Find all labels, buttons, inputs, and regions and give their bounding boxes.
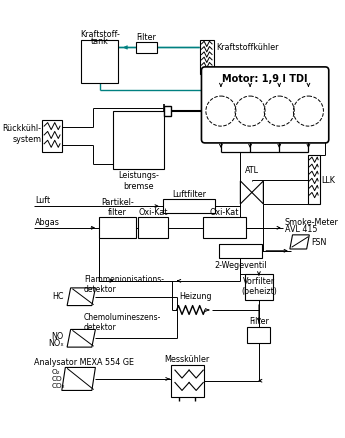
Bar [170, 365, 204, 397]
Text: LLK: LLK [322, 176, 336, 185]
Text: NO: NO [51, 332, 63, 340]
Bar [81, 41, 118, 84]
Text: Motor: 1,9 l TDI: Motor: 1,9 l TDI [223, 74, 308, 84]
Text: CO₂: CO₂ [51, 383, 65, 389]
Bar [247, 327, 270, 343]
Text: tank: tank [91, 37, 109, 46]
Text: O₂: O₂ [51, 368, 60, 374]
Text: Vorfilter
(beheizt): Vorfilter (beheizt) [241, 276, 277, 295]
Text: Filter: Filter [249, 316, 269, 325]
Bar [245, 274, 273, 300]
Text: AVL 415: AVL 415 [285, 225, 317, 234]
FancyBboxPatch shape [201, 68, 329, 144]
Text: Analysator MEXA 554 GE: Analysator MEXA 554 GE [33, 357, 134, 366]
Bar [138, 218, 168, 239]
Text: Partikel-
filter: Partikel- filter [101, 198, 134, 217]
Text: Oxi-Kat: Oxi-Kat [210, 208, 239, 217]
Text: Chemolumineszens-
detektor: Chemolumineszens- detektor [84, 312, 161, 332]
Text: HC: HC [52, 292, 63, 300]
Bar [164, 106, 171, 117]
Text: Flammenionisations-
detektor: Flammenionisations- detektor [84, 274, 164, 293]
Bar [136, 43, 157, 53]
Text: Filter: Filter [137, 33, 157, 42]
Text: ATL: ATL [245, 166, 259, 174]
Text: Messkühler: Messkühler [165, 354, 210, 363]
Text: Rückkühl-
system: Rückkühl- system [2, 124, 41, 144]
Bar [99, 218, 136, 239]
Text: Luftfilter: Luftfilter [172, 189, 206, 198]
Text: Kraftstoff-: Kraftstoff- [80, 30, 120, 39]
Bar [200, 41, 214, 75]
Text: 2-Wegeventil: 2-Wegeventil [214, 260, 267, 269]
Text: NOₓ: NOₓ [48, 339, 63, 347]
Text: Abgas: Abgas [35, 218, 60, 226]
Bar [164, 200, 215, 213]
Text: FSN: FSN [311, 238, 326, 247]
Text: Smoke-Meter: Smoke-Meter [285, 218, 338, 226]
Bar [307, 156, 320, 205]
Text: Heizung: Heizung [179, 292, 212, 300]
Bar [113, 112, 164, 169]
Text: CO: CO [51, 375, 62, 381]
Bar [42, 120, 62, 152]
Text: Leistungs-
bremse: Leistungs- bremse [118, 171, 159, 190]
Bar [219, 244, 262, 258]
Bar [203, 218, 246, 239]
Text: Oxi-Kat: Oxi-Kat [138, 208, 168, 217]
Text: Kraftstoffkühler: Kraftstoffkühler [217, 43, 279, 52]
Text: Luft: Luft [35, 196, 50, 205]
